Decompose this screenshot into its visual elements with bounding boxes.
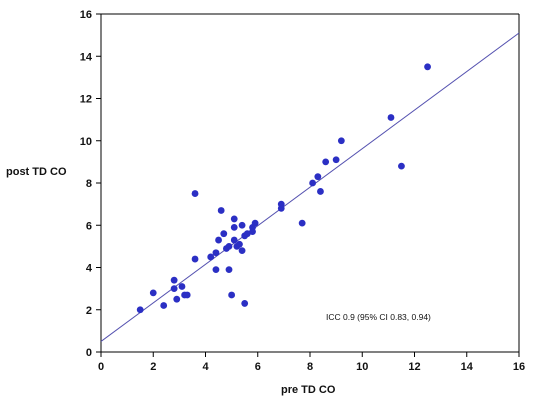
data-point <box>387 114 395 121</box>
data-point <box>212 266 220 274</box>
y-axis-label: post TD CO <box>6 166 67 178</box>
icc-annotation: ICC 0.9 (95% CI 0.83, 0.94) <box>326 312 431 322</box>
x-tick-label: 4 <box>202 361 209 373</box>
data-point <box>220 230 228 238</box>
y-tick-label: 6 <box>86 220 92 232</box>
x-tick-label: 14 <box>461 361 474 373</box>
x-axis-label: pre TD CO <box>281 384 336 396</box>
x-ticks: 0 2 4 6 8 10 12 14 16 <box>98 352 525 373</box>
y-tick-label: 12 <box>80 94 92 106</box>
y-tick-label: 4 <box>86 263 93 275</box>
data-point <box>217 207 225 214</box>
data-point <box>236 240 243 248</box>
data-point <box>136 306 144 314</box>
data-point <box>160 302 168 309</box>
data-point <box>249 228 256 235</box>
y-tick-label: 2 <box>86 305 92 317</box>
y-tick-label: 16 <box>80 9 92 21</box>
data-point <box>251 219 259 227</box>
data-point <box>238 247 246 255</box>
data-point <box>298 219 306 227</box>
data-point <box>241 300 249 307</box>
y-tick-label: 0 <box>86 347 92 359</box>
points-layer <box>136 63 431 314</box>
y-tick-label: 8 <box>86 178 92 190</box>
data-point <box>191 190 199 197</box>
x-tick-label: 6 <box>255 361 261 373</box>
data-point <box>243 230 251 238</box>
data-point <box>173 295 181 303</box>
data-point <box>225 266 233 274</box>
y-tick-label: 14 <box>80 51 93 63</box>
data-point <box>178 283 186 290</box>
data-point <box>215 236 222 244</box>
data-point <box>183 291 191 299</box>
data-point <box>191 255 199 263</box>
x-tick-label: 8 <box>307 361 313 373</box>
data-point <box>225 242 233 250</box>
data-point <box>230 236 238 244</box>
data-point <box>230 215 238 223</box>
x-tick-label: 10 <box>356 361 368 373</box>
fit-line <box>100 32 520 342</box>
data-point <box>238 221 246 229</box>
data-point <box>230 223 238 231</box>
data-point <box>424 63 431 71</box>
data-point <box>337 137 345 145</box>
data-point <box>207 253 215 261</box>
x-tick-label: 2 <box>150 361 156 373</box>
data-point <box>309 179 317 187</box>
data-point <box>228 291 236 299</box>
data-point <box>332 156 340 164</box>
data-point <box>322 158 330 166</box>
data-point <box>277 200 285 208</box>
data-point <box>149 289 157 297</box>
x-tick-label: 0 <box>98 361 104 373</box>
data-point <box>212 249 220 257</box>
data-point <box>314 173 322 181</box>
x-tick-label: 16 <box>513 361 525 373</box>
x-tick-label: 12 <box>408 361 420 373</box>
fit-line-layer <box>100 32 520 342</box>
y-ticks: 0 2 4 6 8 10 12 14 16 <box>80 9 101 359</box>
data-point <box>398 162 405 170</box>
data-point <box>170 276 178 284</box>
data-point <box>317 188 324 195</box>
data-point <box>170 285 178 293</box>
y-tick-label: 10 <box>80 136 92 148</box>
